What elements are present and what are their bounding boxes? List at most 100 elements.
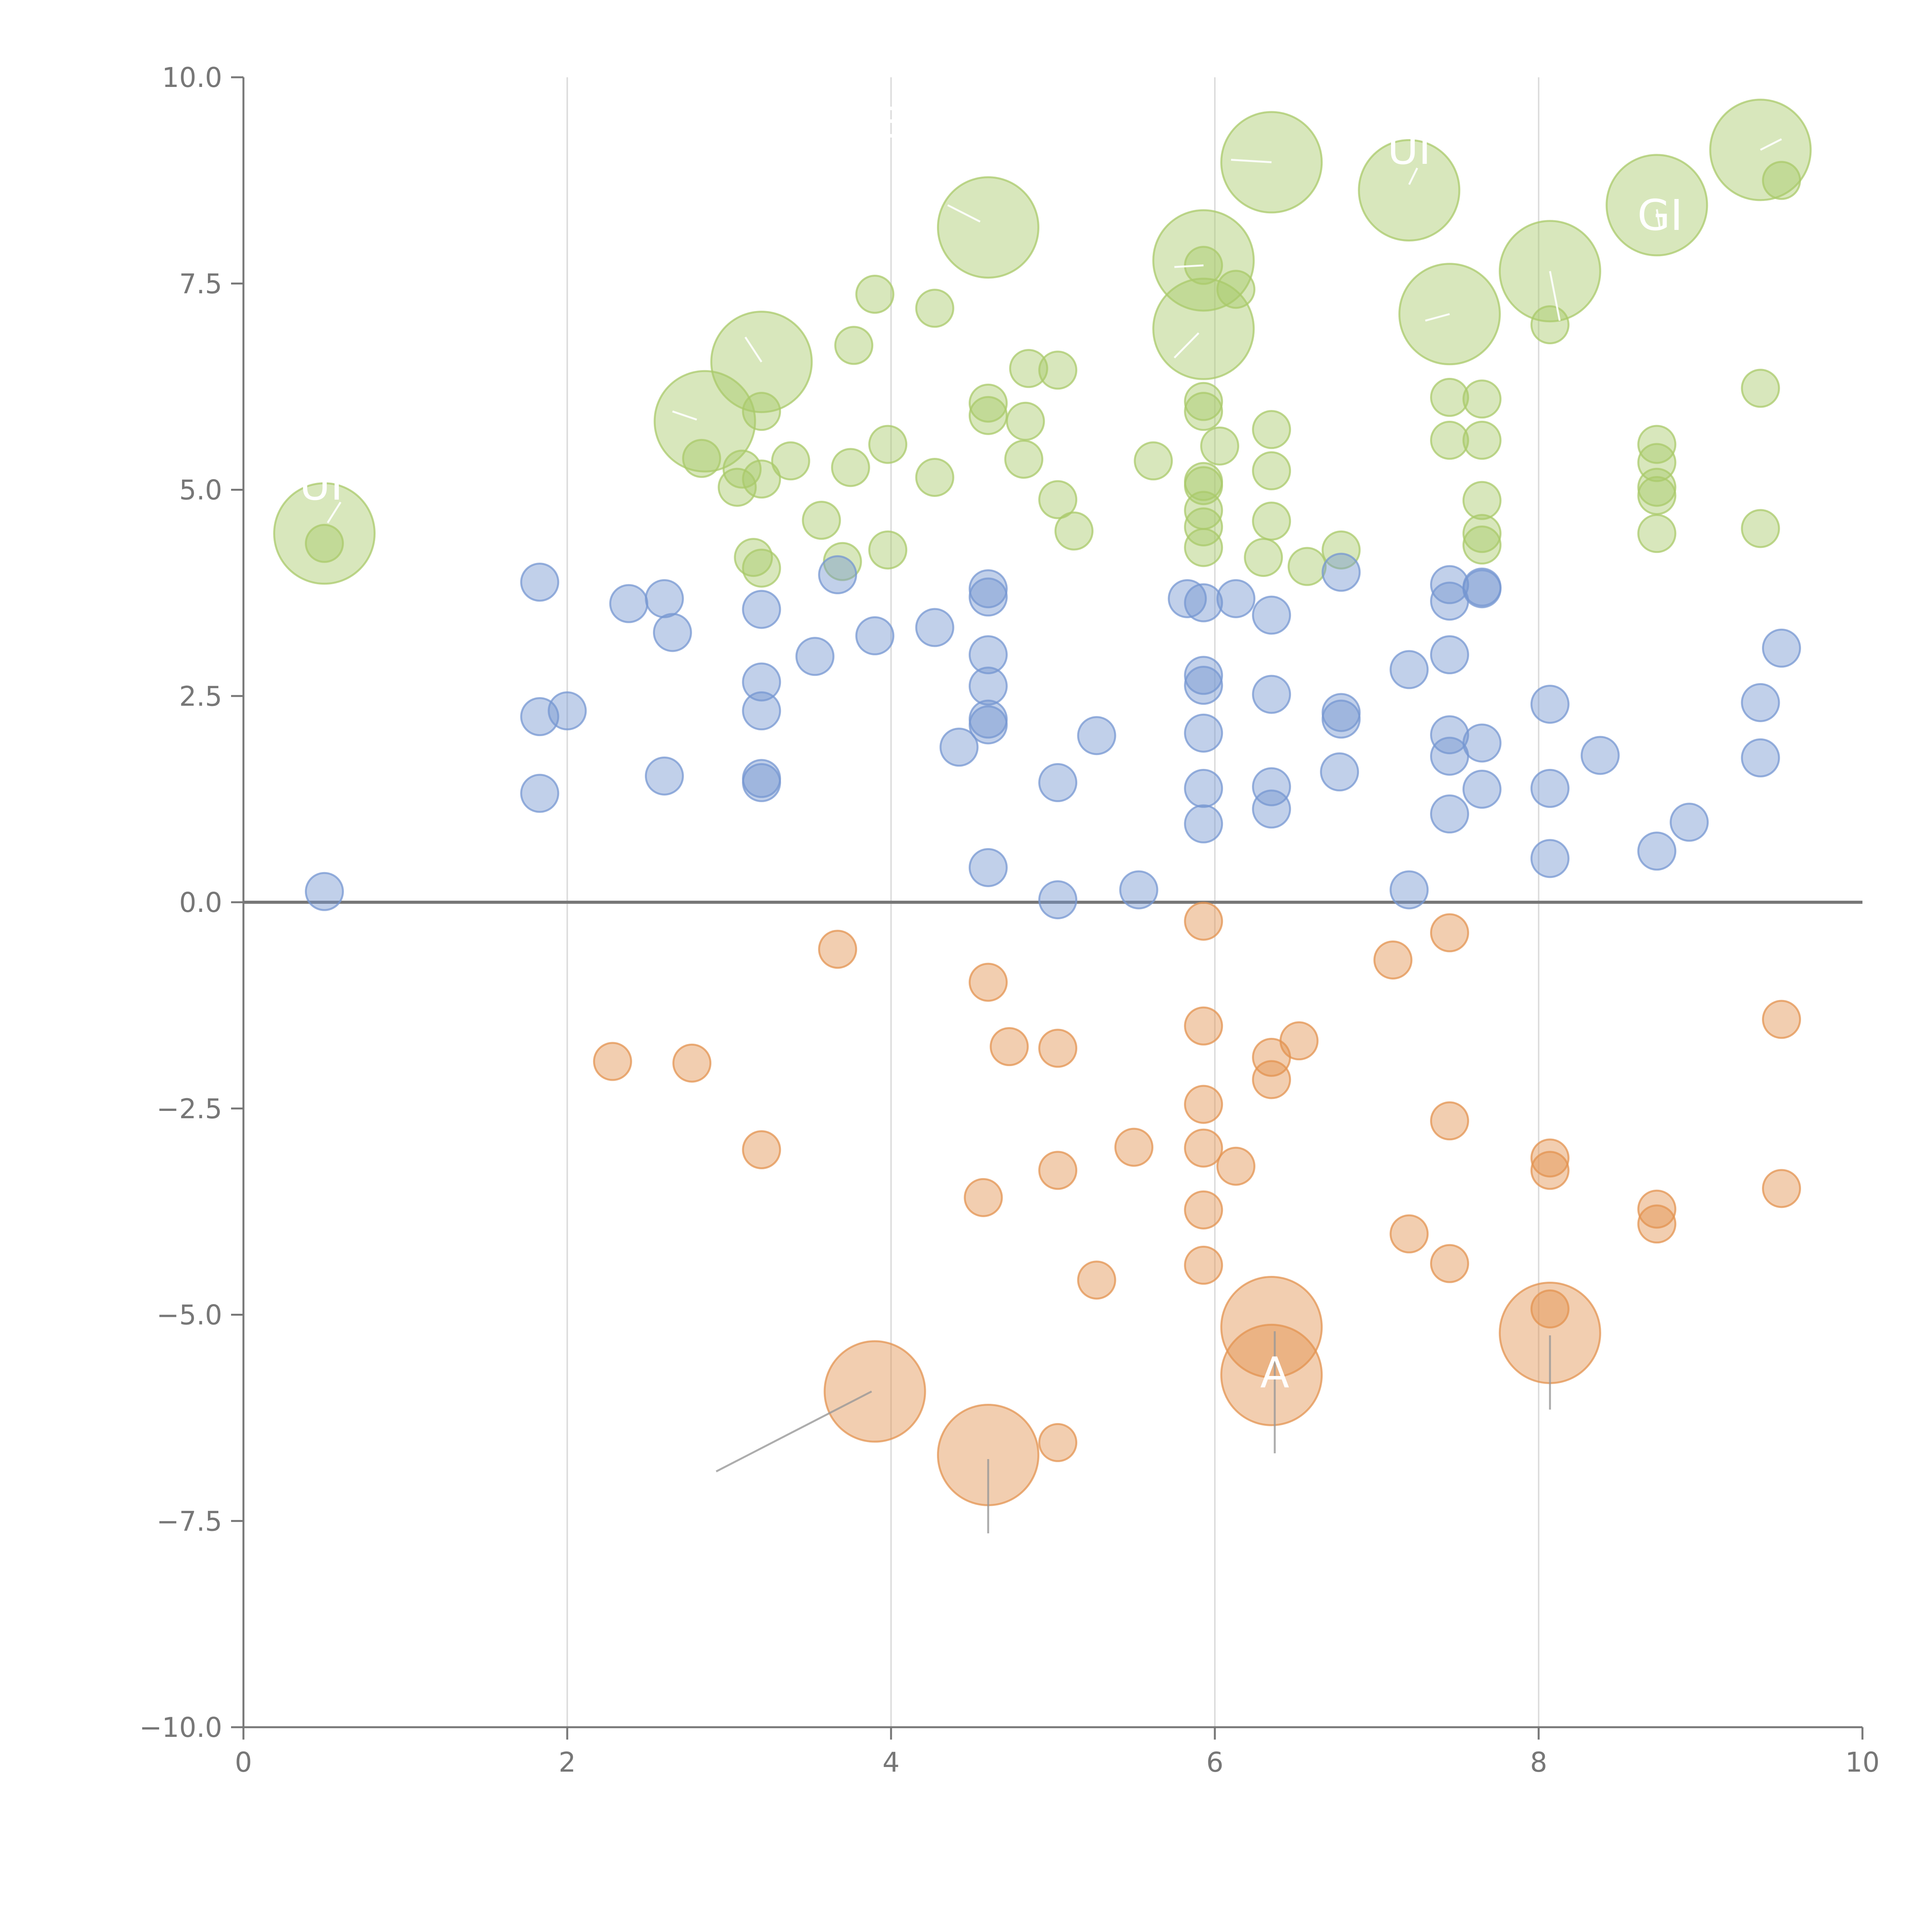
annotation-leader-line [1408,167,1418,185]
orange-point [968,963,1008,1002]
orange-point [1184,901,1223,941]
blue-point [1530,685,1570,724]
annotation-leader-line [327,502,342,524]
green-point [1637,514,1677,553]
annotation-leader-line [716,1390,872,1473]
y-tick-label: 5.0 [179,474,222,506]
orange-point [823,1340,926,1443]
blue-point [968,705,1008,745]
orange-point [1184,1190,1223,1230]
annotation-layer: UI E I UI GI A [299,98,1782,1534]
orange-point [1252,1060,1291,1099]
blue-point [795,637,835,676]
blue-point [1184,656,1223,695]
blue-point [1252,767,1291,806]
green-point [1220,111,1323,214]
blue-point [818,555,857,594]
orange-point [1430,913,1469,952]
green-point [742,548,781,588]
green-point [915,457,954,497]
blue-point [645,579,684,618]
blue-point [1430,635,1469,674]
annotation-label: E [878,98,905,148]
green-point [1252,410,1291,449]
annotation-leader-line [672,410,697,421]
orange-point [1430,1244,1469,1283]
orange-point [1038,1029,1078,1068]
blue-point [855,616,895,655]
green-point [1637,468,1677,507]
green-point [1358,139,1461,242]
orange-point [1077,1260,1116,1300]
blue-point [742,662,781,702]
orange-point [1373,940,1413,980]
axes-layer: −10.0 −7.5 −5.0 −2.5 0.0 2.5 5.0 7.5 10.0 0 2 4 6 8 10 [139,62,1879,1778]
green-point [868,530,908,570]
blue-point [305,872,344,911]
blue-point [1321,553,1361,592]
blue-point [1184,713,1223,753]
x-tick-label: 4 [883,1747,900,1778]
green-point [1184,507,1223,547]
green-point [1741,509,1780,548]
green-point [1184,382,1223,421]
green-point [915,289,954,328]
orange-point [1637,1189,1677,1229]
green-point [1038,480,1078,519]
orange-point [1220,1276,1323,1379]
blue-point [1252,595,1291,635]
blue-point [1252,675,1291,714]
green-point [1054,511,1094,551]
annotation-leader-line [1760,138,1782,151]
green-point [653,370,756,473]
annotation-leader-line [947,204,981,223]
blue-point [968,667,1008,706]
blue-point [1580,736,1620,775]
blue-point [1430,794,1469,834]
blue-point [1530,839,1570,878]
blue-point [968,569,1008,609]
green-point [1216,270,1255,309]
orange-point [1762,1169,1801,1208]
green-point [1530,305,1570,344]
blue-point [1216,579,1255,618]
orange-point [1530,1151,1570,1190]
orange-point [1762,1000,1801,1039]
blue-point [1389,870,1429,910]
x-tick-label: 10 [1845,1747,1879,1778]
orange-point [818,930,857,969]
green-point [1430,420,1469,460]
blue-point [1320,752,1359,792]
green-point [834,326,874,365]
blue-point [968,577,1008,617]
x-tick-label: 2 [559,1747,576,1778]
annotation-label: A [1260,1348,1289,1397]
green-point [1200,426,1240,466]
green-point [1637,476,1677,515]
points-layer [273,99,1812,1506]
orange-point [1389,1214,1429,1253]
green-point [1430,378,1469,417]
blue-point [1321,699,1361,739]
green-point [742,392,781,431]
annotation-leader-line [1425,313,1450,322]
green-point [723,449,762,489]
orange-point [672,1043,712,1083]
annotation-label: UI [299,460,343,510]
blue-point [1430,715,1469,755]
orange-point [1530,1138,1570,1178]
blue-point [520,563,560,602]
orange-point [1184,1085,1223,1124]
orange-point [990,1027,1029,1066]
blue-point [968,848,1008,887]
y-tick-label: 10.0 [162,62,222,94]
green-point [305,524,344,563]
orange-point [593,1042,632,1081]
blue-point [915,608,954,647]
blue-point [548,691,587,731]
blue-point [939,728,979,767]
y-tick-label: 7.5 [179,268,222,300]
blue-point [1252,789,1291,829]
green-point [742,459,781,499]
blue-point [1389,650,1429,689]
